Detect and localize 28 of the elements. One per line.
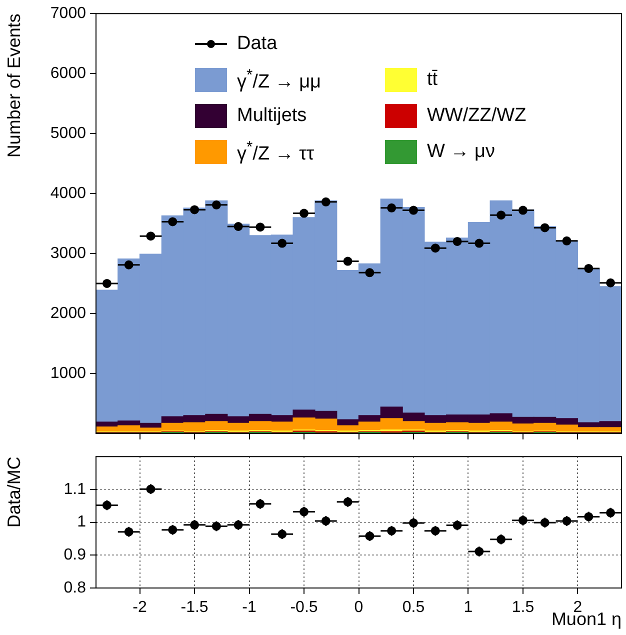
x-tick-label: 0 <box>354 599 364 616</box>
x-tick-label: -1.5 <box>180 599 208 616</box>
legend-label: tt̄ <box>427 69 438 91</box>
y-tick-label: 3000 <box>50 244 86 262</box>
y-tick-label: 1000 <box>50 364 86 382</box>
legend-label: γ$^{*}$/Z → ττ <box>237 138 314 166</box>
legend-label: WW/ZZ/WZ <box>427 105 526 127</box>
x-tick-label: 1.5 <box>512 599 534 616</box>
legend-label: Multijets <box>237 105 307 127</box>
x-tick-label: -0.5 <box>290 599 318 616</box>
y-tick-label: 2000 <box>50 304 86 322</box>
legend-label: W → μν <box>427 141 495 163</box>
y-tick-label: 6000 <box>50 64 86 82</box>
x-tick-label: 1 <box>464 599 473 616</box>
x-tick-label: -1 <box>242 599 256 616</box>
y-tick-label: 5000 <box>50 124 86 142</box>
y-tick-label: 1.1 <box>64 480 86 498</box>
x-tick-label: 0.5 <box>402 599 425 616</box>
y-tick-label: 1 <box>77 514 86 531</box>
y-axis-title: Data/MC <box>4 456 24 528</box>
y-axis-title: Number of Events <box>4 14 24 158</box>
legend-label: Data <box>237 33 278 55</box>
x-tick-label: -2 <box>132 599 148 616</box>
y-tick-label: 7000 <box>50 5 86 22</box>
legend-label: γ$^{*}$/Z → μμ <box>237 66 322 94</box>
y-tick-label: 0.8 <box>64 579 86 596</box>
y-tick-label: 0.9 <box>64 546 86 564</box>
y-tick-label: 4000 <box>50 184 86 202</box>
